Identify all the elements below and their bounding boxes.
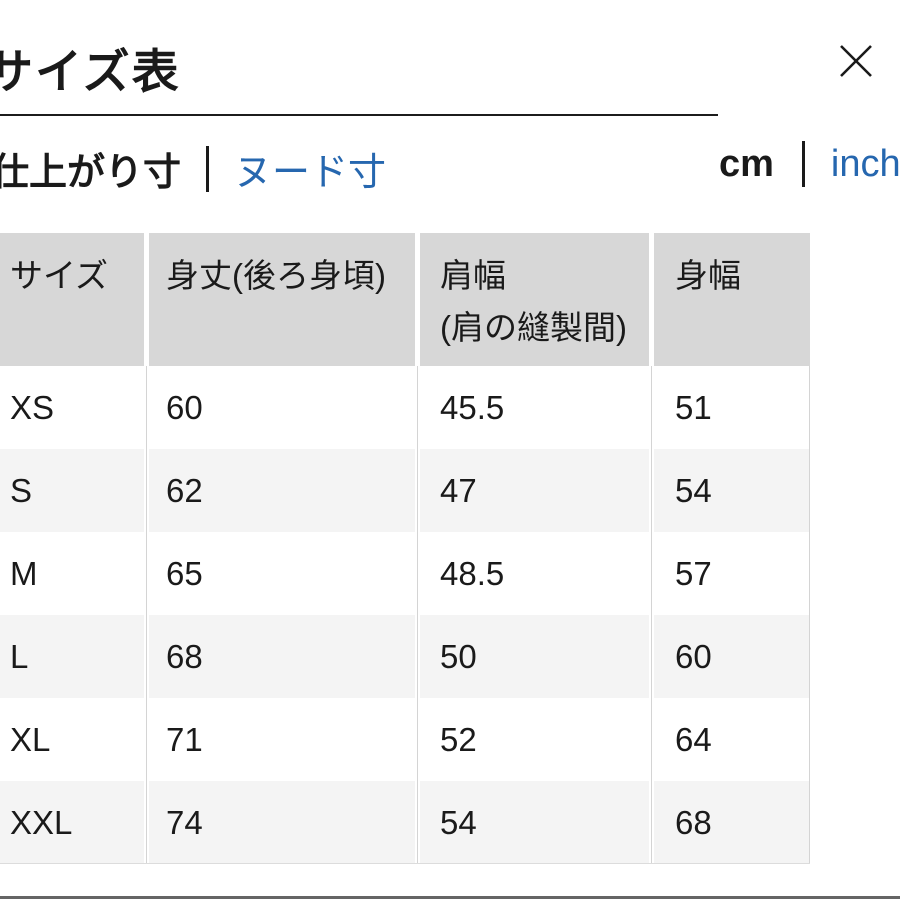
cell-shoulder-width: 54 [420,781,649,864]
cell-body-length: 71 [166,720,203,758]
cell-shoulder-width: 52 [440,720,477,758]
unit-cm[interactable]: cm [719,142,774,185]
close-icon [840,44,872,77]
column-divider [651,366,652,864]
column-header-size: サイズ [0,233,144,366]
tab-nude-measurements[interactable]: ヌード寸 [234,152,387,194]
unit-toggle: cm inch [719,141,900,187]
unit-separator [801,141,805,187]
close-button[interactable] [836,42,876,82]
cell-shoulder-width: 45.5 [440,388,505,426]
cell-body-length: 60 [166,388,203,426]
tab-finished-measurements[interactable]: 仕上がり寸 [0,152,182,194]
size-table-header: サイズ 身丈(後ろ身頃) 肩幅 (肩の縫製間) 身幅 [0,233,810,366]
table-row: XXL 74 54 68 [0,781,810,864]
table-row: XL 71 52 64 [0,698,810,781]
cell-body-width: 57 [675,554,712,592]
table-row: XS 60 45.5 51 [0,366,810,449]
column-header-shoulder-width: 肩幅 (肩の縫製間) [420,233,649,366]
cell-body-length: 65 [166,554,203,592]
cell-body-width: 64 [675,720,712,758]
column-header-body-length-label: 身丈(後ろ身頃) [166,257,386,294]
table-row: S 62 47 54 [0,449,810,532]
cell-body-width: 51 [675,388,712,426]
cell-body-width: 60 [654,615,810,698]
cell-body-width: 54 [654,449,810,532]
cell-body-width: 68 [654,781,810,864]
table-right-edge [809,366,810,864]
table-row: M 65 48.5 57 [0,532,810,615]
cell-body-length: 74 [149,781,415,864]
column-divider [417,366,418,864]
column-divider [146,366,147,864]
cell-size: S [0,449,144,532]
column-header-shoulder-width-sublabel: (肩の縫製間) [440,309,627,346]
size-table: サイズ 身丈(後ろ身頃) 肩幅 (肩の縫製間) 身幅 XS 60 45.5 51 S 62… [0,233,810,864]
cell-size: XL [10,720,51,758]
column-header-body-width-label: 身幅 [675,257,741,294]
title-divider [0,114,718,116]
measure-type-tabs: 仕上がり寸 ヌード寸 [0,141,386,196]
bottom-element-edge [0,896,900,899]
column-header-body-length: 身丈(後ろ身頃) [149,233,415,366]
modal-title: サイズ表 [0,45,181,98]
cell-shoulder-width: 48.5 [440,554,505,592]
cell-size: L [0,615,144,698]
column-header-body-width: 身幅 [654,233,810,366]
unit-inch[interactable]: inch [830,142,900,185]
cell-shoulder-width: 50 [420,615,649,698]
cell-body-length: 68 [149,615,415,698]
cell-size: XS [10,388,55,426]
cell-shoulder-width: 47 [420,449,649,532]
column-header-shoulder-width-label: 肩幅 [440,257,506,294]
size-table-body: XS 60 45.5 51 S 62 47 54 M 65 48.5 57 L 68 50 60 XL 71 52 6… [0,366,810,864]
table-row: L 68 50 60 [0,615,810,698]
column-header-size-label: サイズ [10,257,109,294]
cell-body-length: 62 [149,449,415,532]
cell-size: XXL [0,781,144,864]
cell-size: M [10,554,38,592]
table-bottom-edge [0,863,810,864]
tab-separator [206,145,210,192]
